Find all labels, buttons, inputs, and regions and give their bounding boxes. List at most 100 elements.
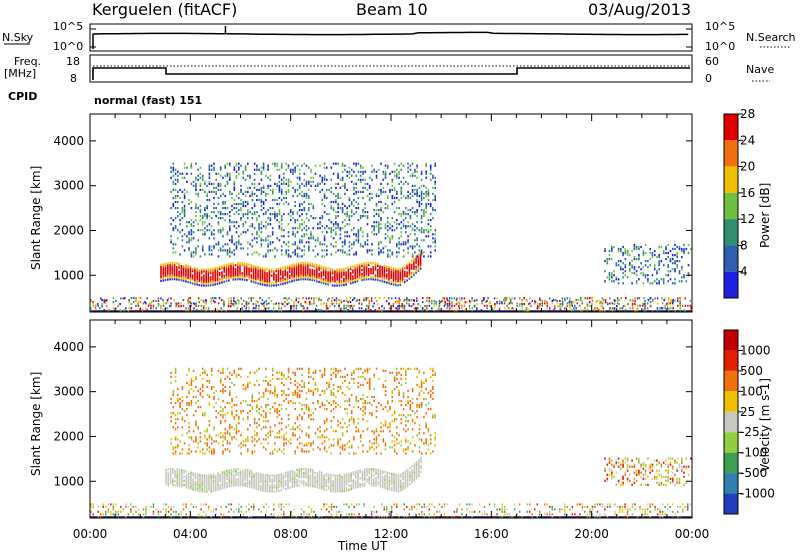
- echo-cell: [325, 482, 328, 486]
- echo-cell: [640, 272, 642, 275]
- echo-cell: [225, 265, 228, 269]
- echo-cell: [198, 277, 201, 281]
- echo-cell: [389, 188, 391, 191]
- echo-cell: [341, 249, 344, 252]
- echo-cell: [308, 237, 310, 240]
- noise-cell: [586, 304, 589, 307]
- echo-cell: [112, 297, 115, 300]
- echo-cell: [213, 168, 215, 171]
- echo-cell: [320, 279, 323, 282]
- echo-cell: [176, 474, 179, 477]
- echo-cell: [242, 170, 245, 173]
- echo-cell: [352, 485, 355, 488]
- echo-cell: [195, 178, 197, 181]
- echo-cell: [192, 488, 194, 491]
- echo-cell: [381, 272, 384, 275]
- echo-cell: [401, 278, 404, 281]
- echo-cell: [341, 184, 344, 187]
- echo-cell: [183, 469, 185, 472]
- echo-cell: [381, 278, 384, 281]
- echo-cell: [212, 483, 215, 486]
- echo-cell: [195, 207, 197, 210]
- echo-cell: [400, 243, 403, 246]
- echo-cell: [242, 480, 244, 483]
- echo-cell: [282, 484, 285, 487]
- echo-cell: [294, 243, 296, 246]
- echo-cell: [629, 254, 631, 257]
- echo-cell: [291, 276, 293, 279]
- echo-cell: [322, 268, 325, 271]
- echo-cell: [208, 253, 211, 256]
- echo-cell: [341, 245, 344, 248]
- echo-cell: [259, 268, 262, 271]
- echo-cell: [199, 387, 202, 391]
- echo-cell: [101, 305, 103, 308]
- echo-cell: [181, 483, 183, 486]
- echo-cell: [626, 250, 629, 253]
- echo-cell: [323, 192, 326, 195]
- noise-cell: [202, 299, 205, 302]
- echo-cell: [416, 190, 418, 193]
- echo-cell: [304, 270, 307, 273]
- echo-cell: [256, 440, 258, 443]
- noise-cell: [569, 307, 571, 310]
- noise-cell: [493, 307, 496, 310]
- echo-cell: [319, 164, 321, 167]
- echo-cell: [633, 256, 636, 259]
- noise-cell: [135, 309, 137, 312]
- echo-cell: [349, 305, 352, 308]
- echo-cell: [255, 273, 257, 276]
- echo-cell: [174, 422, 177, 425]
- echo-cell: [249, 211, 251, 214]
- echo-cell: [505, 297, 507, 300]
- echo-cell: [205, 278, 207, 281]
- echo-cell: [635, 247, 638, 251]
- echo-cell: [189, 273, 192, 276]
- echo-cell: [348, 223, 351, 226]
- echo-cell: [507, 303, 510, 306]
- echo-cell: [343, 281, 345, 285]
- echo-cell: [233, 468, 235, 471]
- echo-cell: [367, 270, 370, 273]
- echo-cell: [282, 478, 285, 481]
- echo-cell: [222, 434, 224, 437]
- echo-cell: [294, 253, 296, 256]
- echo-cell: [169, 482, 172, 485]
- echo-cell: [280, 188, 283, 191]
- echo-cell: [224, 166, 226, 169]
- echo-cell: [195, 253, 197, 256]
- echo-cell: [337, 192, 339, 195]
- echo-cell: [400, 481, 402, 484]
- echo-cell: [358, 269, 361, 272]
- echo-cell: [579, 299, 582, 302]
- echo-cell: [243, 262, 246, 265]
- echo-cell: [287, 485, 289, 488]
- echo-cell: [231, 410, 233, 413]
- echo-cell: [427, 190, 430, 193]
- echo-cell: [298, 227, 301, 230]
- echo-cell: [269, 480, 271, 483]
- echo-cell: [286, 271, 289, 274]
- echo-cell: [391, 202, 394, 206]
- echo-cell: [302, 276, 305, 279]
- echo-cell: [200, 272, 203, 275]
- echo-cell: [265, 420, 267, 423]
- echo-cell: [256, 404, 258, 407]
- echo-cell: [206, 215, 208, 218]
- echo-cell: [317, 239, 319, 242]
- echo-cell: [319, 190, 321, 193]
- echo-cell: [382, 470, 384, 473]
- echo-cell: [178, 272, 180, 275]
- noise-cell: [338, 304, 340, 307]
- echo-cell: [172, 389, 175, 393]
- echo-cell: [201, 176, 204, 179]
- echo-cell: [408, 303, 410, 306]
- echo-cell: [209, 278, 212, 281]
- echo-cell: [285, 162, 287, 165]
- echo-cell: [233, 470, 235, 473]
- echo-cell: [193, 303, 196, 306]
- echo-cell: [251, 408, 254, 411]
- echo-cell: [362, 235, 364, 238]
- echo-cell: [195, 162, 197, 165]
- echo-cell: [197, 400, 199, 403]
